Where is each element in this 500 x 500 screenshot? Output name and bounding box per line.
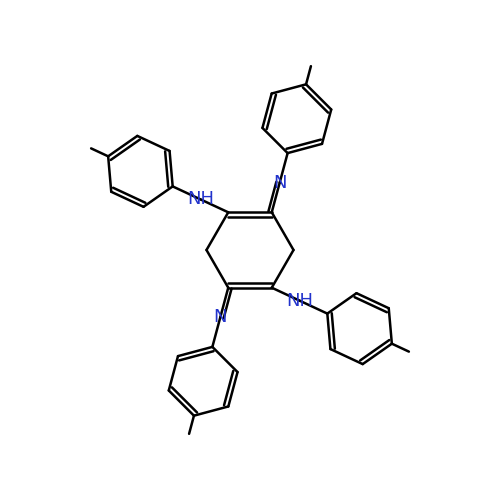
Text: N: N xyxy=(214,308,227,326)
Text: NH: NH xyxy=(286,292,313,310)
Text: NH: NH xyxy=(187,190,214,208)
Text: N: N xyxy=(273,174,286,192)
